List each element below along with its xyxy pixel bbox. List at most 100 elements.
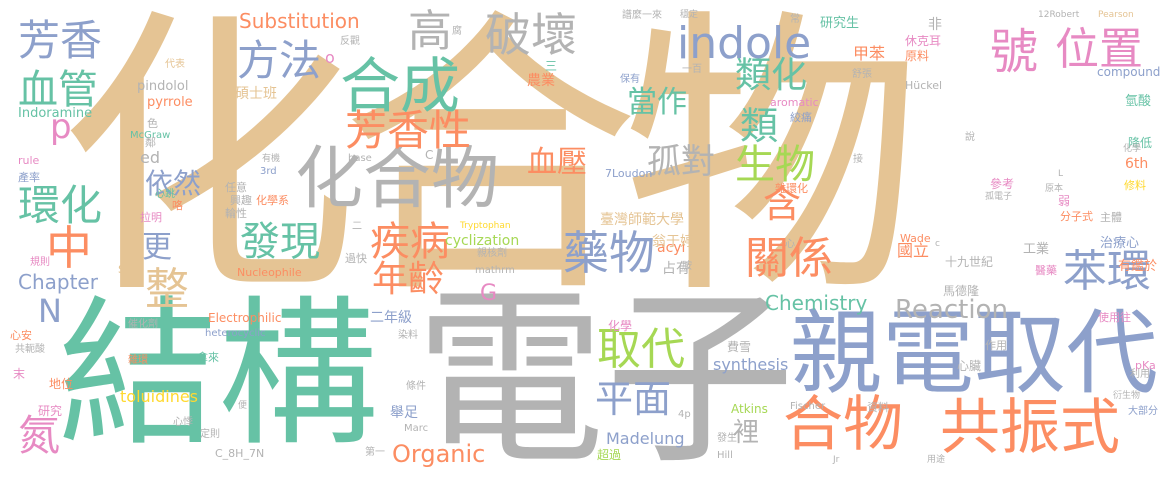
word-4p: 化學 [608,319,633,333]
word-base: 3rd [260,166,277,177]
word-lami: 規則 [30,257,50,268]
word-nucleophile: 過快 [345,252,367,265]
word-yuanliao: 原料 [905,49,930,63]
word-huan: 利用 [1130,369,1150,380]
word-p: p [50,107,72,147]
word-qinhuiji: mathrm [475,265,515,276]
word-weizhi: 位置 [1055,24,1143,75]
word-geng: 更 [142,230,172,265]
word-xingqu: 化學系 [256,194,289,207]
word-N: N [38,292,62,330]
word-lao: 心跳 [155,189,175,200]
word-hao: 號 [990,24,1039,80]
word-zhuti: 分子式 [1060,210,1093,223]
word-gudui: 孤對 [647,142,715,182]
word-third: 有機 [262,154,281,164]
word-yanjiusheng: 研究生 [820,16,860,31]
word-yuanben: 孤電子 [985,192,1013,202]
word-guokuai: 親核劑 [477,248,507,259]
word-qingzhong: 6th [1125,156,1149,172]
word-shengwu: 生物 [735,142,815,188]
word-yanjiu: C_8H_7N [215,447,265,460]
word-renyi: 興趣 [230,194,252,207]
word-dianzi: 電子 [415,269,796,482]
word-fei: 舒張 [852,69,872,80]
word-dan: 氮 [18,411,61,460]
word-pyrrole: pyrrole [147,95,193,110]
word-qudai: 取代 [597,324,685,375]
word-gongyusuan: 雜環 [128,355,148,366]
word-chanlv: 拉明 [140,211,162,224]
word-quemoyilai: 穩定 [680,10,699,20]
word-jiangji: 降低 [1128,136,1153,150]
word-baoyou: 保有 [620,74,640,85]
word-tiaojian: 4p [678,409,691,420]
word-shijiujishi: 治療心 [1100,236,1140,251]
word-cyclization: cyclization [445,233,520,249]
word-reaction: Reaction [895,295,1008,325]
word-an: 占有 [662,261,690,277]
word-jr: 用途 [927,455,946,465]
word-lunxing: 代表 [165,59,185,70]
word-lin: 色 [147,117,158,130]
word-yansheng: 發生 [717,433,737,444]
word-diwei: 研究 [38,404,63,418]
word-loudon: Tryptophan [460,221,511,231]
word-qingsuan: 氫酸 [1125,94,1152,109]
word-mo: 地位 [49,377,74,391]
word-c8h7n: 超過 [597,448,622,462]
word-marc: 心悸 [173,417,193,428]
word-fenzizi: 修料 [1124,179,1146,192]
word-pohuai: 破壞 [485,8,577,62]
word-L: 便 [238,401,248,411]
word-C: c [935,239,940,249]
word-shuzhang: 一百 [682,64,702,75]
word-jie: 說 [965,132,975,143]
word-guize: 任意 [225,181,247,194]
word-s: L [1058,169,1064,179]
word-ernianji: Electrophilic [208,311,282,325]
word-chaoguo: Atkins [731,402,768,416]
word-dangzuo: 當作 [627,85,687,120]
word-substitution: Substitution [239,9,360,33]
word-lei: 類 [740,104,779,148]
word-fischer: 資料 [867,401,889,414]
word-shuoshiban: 碩士班 [235,86,277,102]
word-sixth: 化學 [1123,144,1142,154]
word-sudu: rule [18,154,40,167]
word-zhong: 中 [46,221,92,275]
word-ruo: 參考 [990,177,1015,191]
word-huaxuexi: 輪性 [225,207,247,220]
word-se: 咯 [172,199,183,212]
word-zhanyou: 翁于婷 [652,234,694,250]
word-xinzang: 作用 [985,339,1007,352]
word-han: 含 [763,182,802,226]
word-yijiu: 甲苯 [853,44,886,63]
word-bian: 接 [853,154,863,165]
word-zalian: 7Loudon [605,167,653,180]
word-yaowu: 藥物 [563,226,655,280]
word-huckel: Hückel [905,79,943,92]
word-wengyuting: acyl [657,240,686,256]
word-shuo: 心 [785,239,795,250]
word-nianling: 年齡 [372,259,445,300]
word-ered: ed [140,148,160,167]
word-huazhaoqu: 舉足 [390,405,418,421]
word-rule: 產率 [18,171,40,184]
word-san: 二 [352,221,362,232]
word-yongtu: 第一 [365,447,385,458]
word-chapter: Chapter [18,270,98,294]
word-fu: 譜麼一來 [622,10,662,21]
word-cuihuaji: 共軛酸 [15,344,45,355]
word-gudianzi: 雜環化 [775,182,808,195]
word-youjianyu: 工業 [1023,242,1050,257]
word-yiyao: 有鑑於 [1118,259,1158,274]
word-organic: Organic [392,440,486,468]
word-G: G [480,281,498,306]
word-wade: 胺 [682,261,692,272]
word-atkins: Fischer [790,401,826,412]
word-huanhua: 環化 [18,181,103,230]
word-liyong: 條件 [406,381,426,392]
word-mayunlong: 二年級 [370,310,412,326]
